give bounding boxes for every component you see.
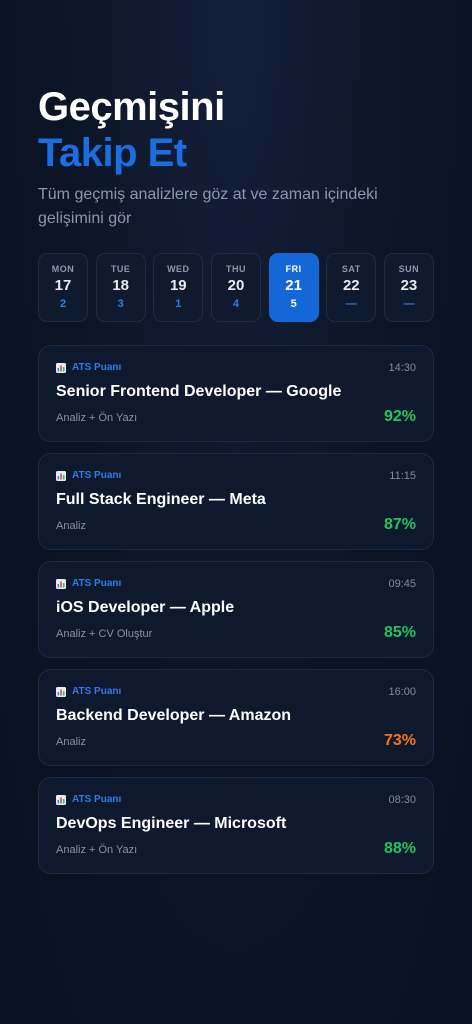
ats-score-tag: ATS Puanı [56,794,121,805]
tag-label: ATS Puanı [72,686,122,697]
day-date: 23 [400,277,418,294]
history-card[interactable]: ATS Puanı 09:45 iOS Developer — Apple Anali… [38,561,434,658]
day-name: SUN [398,264,420,274]
day-chip-mon[interactable]: MON 17 2 [38,253,88,322]
day-name: FRI [285,264,302,274]
tag-label: ATS Puanı [72,362,122,373]
history-card[interactable]: ATS Puanı 16:00 Backend Developer — Amazon… [38,669,434,766]
job-title: Senior Frontend Developer — Google [56,383,342,400]
day-date: 19 [169,277,187,294]
analysis-type: Analiz [56,520,86,532]
day-date: 22 [342,277,360,294]
day-name: MON [51,264,75,274]
job-title: iOS Developer — Apple [56,599,235,616]
ats-score-tag: ATS Puanı [56,578,121,589]
day-name: WED [167,264,190,274]
day-chip-thu[interactable]: THU 20 4 [210,253,261,322]
day-chip-sat[interactable]: SAT 22 — [326,253,377,322]
analysis-time: 08:30 [388,794,416,806]
page-heading: Geçmişini Takip Et [38,84,225,176]
tag-label: ATS Puanı [72,470,122,481]
day-name: THU [225,264,246,274]
day-chip-wed[interactable]: WED 19 1 [153,253,204,322]
day-analysis-count: 1 [175,298,182,310]
day-date: 21 [285,277,302,294]
day-date: 17 [54,277,72,294]
analysis-type: Analiz + Ön Yazı [56,412,138,424]
analysis-time: 16:00 [388,686,416,698]
day-name: SAT [341,264,361,274]
ats-score-tag: ATS Puanı [56,362,121,373]
ats-score-value: 85% [383,624,416,641]
analysis-type: Analiz + CV Oluştur [56,628,153,640]
history-card[interactable]: ATS Puanı 11:15 Full Stack Engineer — Meta… [38,453,434,550]
day-chip-sun[interactable]: SUN 23 — [383,253,434,322]
tag-label: ATS Puanı [72,578,122,589]
day-chip-fri[interactable]: FRI 21 5 [268,253,319,322]
day-analysis-count: 3 [117,298,124,310]
tag-label: ATS Puanı [72,794,122,805]
bar-chart-icon [56,470,72,481]
bar-chart-icon [56,794,72,805]
page-title: Geçmişini [38,85,225,129]
analysis-time: 11:15 [389,470,416,482]
job-title: Full Stack Engineer — Meta [56,491,266,508]
page-title-accent: Takip Et [38,131,187,175]
ats-score-tag: ATS Puanı [56,686,121,697]
ats-score-value: 87% [383,516,416,533]
history-card[interactable]: ATS Puanı 08:30 DevOps Engineer — Microsof… [38,777,434,874]
analysis-type: Analiz + Ön Yazı [56,844,138,856]
analysis-type: Analiz [56,736,86,748]
ats-score-value: 92% [383,408,416,425]
day-analysis-count: 5 [290,298,297,310]
ats-score-value: 88% [383,840,416,857]
job-title: Backend Developer — Amazon [56,707,292,724]
analysis-time: 09:45 [388,578,416,590]
day-date: 18 [112,277,129,294]
job-title: DevOps Engineer — Microsoft [56,815,287,832]
analysis-time: 14:30 [388,362,416,374]
day-name: TUE [110,264,131,274]
page-subtitle: Tüm geçmiş analizlere göz at ve zaman iç… [38,186,378,227]
ats-score-tag: ATS Puanı [56,470,121,481]
bar-chart-icon [56,686,72,697]
day-analysis-count: 4 [232,298,240,310]
day-date: 20 [227,277,245,294]
ats-score-value: 73% [383,732,416,749]
day-analysis-count: 2 [59,298,67,310]
day-analysis-count: — [403,298,415,310]
history-card[interactable]: ATS Puanı 14:30 Senior Frontend Developer … [38,345,434,442]
bar-chart-icon [56,578,72,589]
bar-chart-icon [56,362,72,373]
day-analysis-count: — [345,298,357,310]
day-chip-tue[interactable]: TUE 18 3 [95,253,146,322]
week-day-selector: MON 17 2 TUE 18 3 WED 19 1 THU 20 4 FRI 21 5 SAT 22 — SUN 2… [38,253,434,322]
